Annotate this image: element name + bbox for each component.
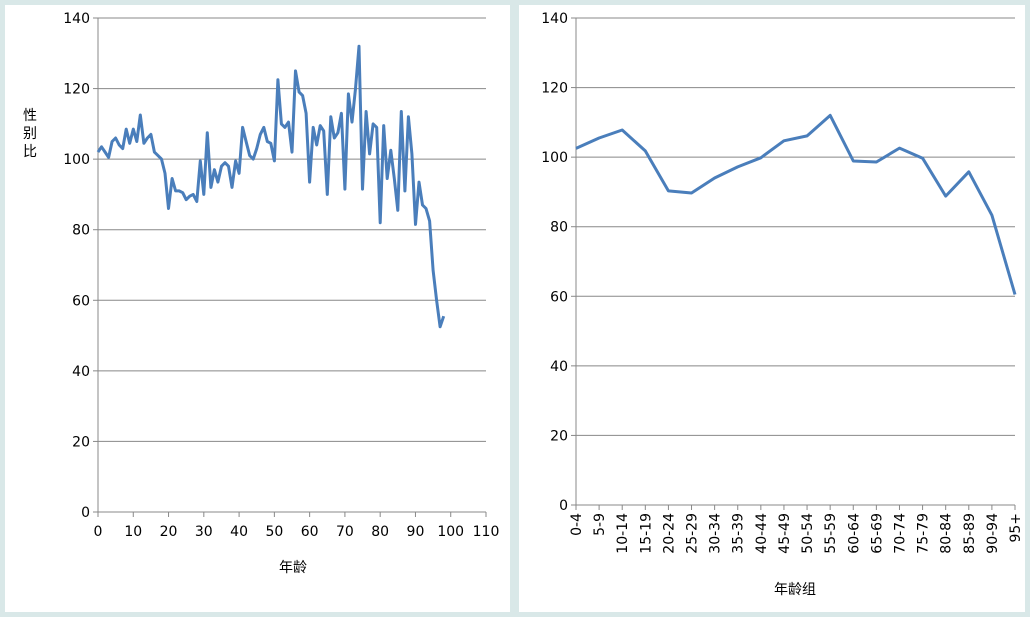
age-group-sex-ratio-chart: 0 20 40 60 80 100 120 140 0-4 5-9 10-14 15-19 20-24…	[541, 11, 1024, 598]
y-tick-label: 80	[550, 220, 568, 236]
y-tick-label: 140	[541, 11, 568, 27]
x-tick-label: 95+	[1008, 513, 1024, 543]
x-tick-label: 100	[437, 524, 464, 540]
x-tick-label: 70-74	[892, 513, 908, 554]
y-tick-label: 0	[81, 505, 90, 521]
x-tick-label: 0	[94, 524, 103, 540]
y-tick-label: 80	[72, 223, 90, 239]
y-tick-label: 60	[550, 289, 568, 305]
grid	[98, 17, 486, 442]
age-sex-ratio-chart: 0 20 40 60 80 100 120 140 0 10 20 30 40 50 60 70 80 90 10…	[23, 11, 500, 576]
x-tick-label: 75-79	[916, 513, 932, 554]
x-tick-label: 55-59	[823, 513, 839, 554]
axes	[571, 17, 1016, 510]
series-line	[575, 113, 1017, 295]
axes	[93, 17, 487, 517]
x-tick-label: 50	[265, 524, 283, 540]
x-tick-label: 90	[407, 524, 425, 540]
x-tick-label: 20-24	[661, 513, 677, 554]
y-tick-label: 40	[72, 364, 90, 380]
y-tick-label: 20	[550, 428, 568, 444]
y-tick-label: 120	[63, 82, 90, 98]
grid	[576, 17, 1015, 436]
x-tick-label: 80-84	[939, 513, 955, 554]
y-tick-labels: 0 20 40 60 80 100 120 140	[63, 11, 90, 521]
x-tick-label: 0-4	[569, 513, 585, 536]
y-tick-label: 120	[541, 81, 568, 97]
y-tick-label: 100	[63, 152, 90, 168]
x-tick-label: 60-64	[846, 513, 862, 554]
x-tick-label: 15-19	[638, 513, 654, 554]
x-tick-label: 10	[124, 524, 142, 540]
y-tick-label: 20	[72, 434, 90, 450]
x-axis-title: 年龄组	[774, 582, 816, 598]
y-tick-label: 0	[559, 498, 568, 514]
x-tick-label: 30	[195, 524, 213, 540]
x-tick-label: 5-9	[592, 513, 608, 536]
x-tick-label: 10-14	[615, 513, 631, 554]
x-tick-label: 40-44	[754, 513, 770, 554]
x-tick-label: 40	[230, 524, 248, 540]
x-tick-labels: 0-4 5-9 10-14 15-19 20-24 25-29 30-34 35-39 40-4…	[569, 513, 1024, 554]
y-tick-label: 140	[63, 11, 90, 27]
x-tick-label: 45-49	[777, 513, 793, 554]
x-tick-label: 30-34	[708, 513, 724, 554]
y-tick-label: 60	[72, 293, 90, 309]
y-tick-labels: 0 20 40 60 80 100 120 140	[541, 11, 568, 514]
y-tick-label: 100	[541, 150, 568, 166]
x-tick-label: 80	[371, 524, 389, 540]
x-tick-label: 70	[336, 524, 354, 540]
x-tick-label: 65-69	[869, 513, 885, 554]
x-tick-label: 25-29	[685, 513, 701, 554]
y-tick-label: 40	[550, 359, 568, 375]
x-tick-label: 60	[301, 524, 319, 540]
x-tick-label: 90-94	[985, 513, 1001, 554]
x-tick-label: 85-89	[962, 513, 978, 554]
series-line	[96, 44, 446, 329]
x-axis-title: 年龄	[279, 560, 307, 576]
x-tick-labels: 0 10 20 30 40 50 60 70 80 90 100 110	[94, 524, 500, 540]
x-tick-label: 20	[160, 524, 178, 540]
x-tick-label: 110	[473, 524, 500, 540]
x-tick-label: 50-54	[800, 513, 816, 554]
x-tick-label: 35-39	[731, 513, 747, 554]
age-group-sex-ratio-chart-panel: 0 20 40 60 80 100 120 140 0-4 5-9 10-14 15-19 20-24…	[519, 5, 1025, 612]
y-axis-title: 性别比	[23, 108, 37, 160]
age-sex-ratio-chart-panel: 0 20 40 60 80 100 120 140 0 10 20 30 40 50 60 70 80 90 10…	[5, 5, 510, 612]
